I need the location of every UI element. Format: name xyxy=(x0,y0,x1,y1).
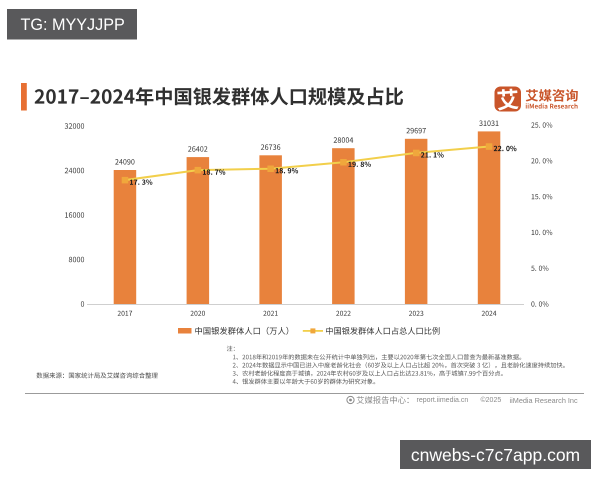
svg-text:©2025: ©2025 xyxy=(481,396,502,404)
svg-text:iiMedia Research Inc: iiMedia Research Inc xyxy=(510,396,578,405)
svg-text:TG: MYYJJPP: TG: MYYJJPP xyxy=(21,16,125,34)
svg-text:report.iimedia.cn: report.iimedia.cn xyxy=(417,397,469,404)
svg-text:cnwebs-c7c7app.com: cnwebs-c7c7app.com xyxy=(411,445,580,465)
